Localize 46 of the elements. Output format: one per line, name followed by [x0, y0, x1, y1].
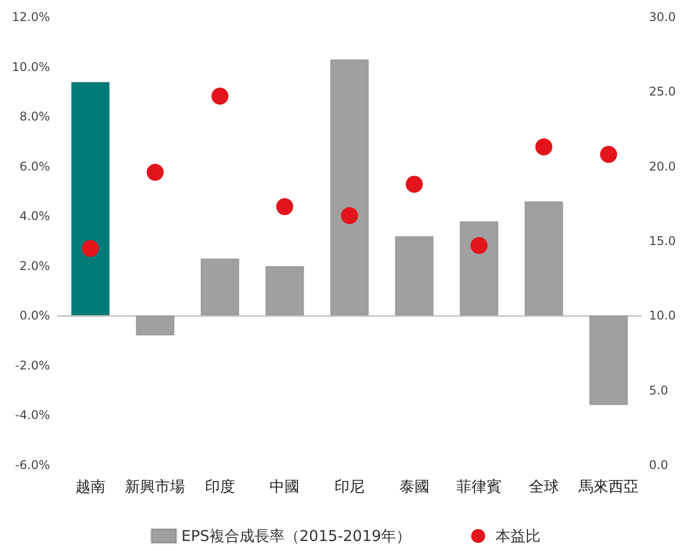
x-tick-label: 新興市場 — [125, 478, 186, 496]
bar — [200, 258, 240, 316]
x-tick-label: 馬來西亞 — [578, 478, 639, 496]
y2-tick-label: 30.0 — [649, 10, 676, 24]
y-tick-label: 8.0% — [20, 110, 50, 124]
y2-tick-label: 0.0 — [649, 458, 668, 472]
y-tick-label: 4.0% — [20, 209, 50, 224]
x-tick-label: 越南 — [75, 478, 106, 496]
point — [211, 88, 228, 105]
bar — [330, 59, 369, 316]
y2-tick-label: 15.0 — [649, 234, 676, 248]
bar — [394, 236, 434, 316]
y-tick-label: 6.0% — [20, 159, 50, 174]
y-tick-label: -6.0% — [15, 458, 50, 472]
point — [600, 146, 618, 163]
bar — [70, 82, 110, 316]
x-tick-label: 印尼 — [334, 478, 364, 496]
y2-tick-label: 20.0 — [649, 159, 676, 174]
point — [535, 138, 552, 156]
y-tick-label: 2.0% — [20, 258, 50, 273]
y-tick-label: -4.0% — [15, 408, 50, 422]
legend-label: EPS複合成長率（2015-2019年） — [181, 527, 412, 545]
y-tick-label: 12.0% — [12, 10, 50, 24]
y2-tick-label: 10.0 — [649, 308, 676, 323]
x-tick-label: 印度 — [204, 478, 235, 496]
bar — [136, 316, 175, 336]
point — [276, 198, 294, 216]
x-tick-label: 中國 — [270, 478, 300, 496]
y2-tick-label: 5.0 — [649, 383, 668, 398]
point — [146, 164, 164, 181]
point — [341, 207, 358, 224]
bar — [589, 316, 628, 406]
x-tick-label: 菲律賓 — [456, 478, 502, 496]
legend-label: 本益比 — [496, 527, 541, 545]
point — [82, 240, 99, 257]
y2-tick-label: 25.0 — [649, 84, 676, 99]
point — [406, 176, 423, 193]
bar — [460, 221, 498, 316]
bar — [524, 201, 564, 316]
bar — [265, 266, 304, 316]
y-tick-label: 10.0% — [12, 60, 50, 74]
y-tick-label: -2.0% — [15, 358, 50, 372]
y-tick-label: 0.0% — [20, 308, 50, 323]
point — [470, 236, 488, 254]
x-tick-label: 泰國 — [399, 478, 430, 496]
x-tick-label: 全球 — [528, 478, 559, 496]
